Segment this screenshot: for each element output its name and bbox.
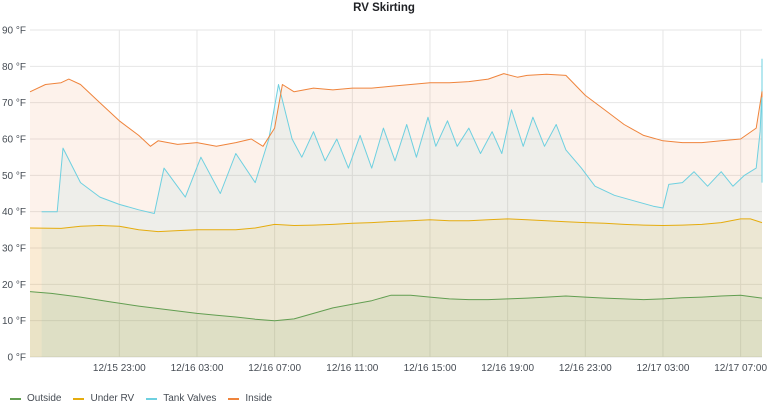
legend-label: Inside (245, 393, 273, 404)
legend-label: Tank Valves (163, 393, 217, 404)
y-tick-label: 80 °F (2, 62, 26, 73)
legend-swatch (10, 397, 21, 400)
series-line-inside (29, 73, 763, 147)
series-area-outside (30, 291, 762, 357)
x-tick-label: 12/17 07:00 (714, 363, 767, 374)
y-tick-label: 30 °F (2, 244, 26, 255)
chart-legend: Outside Under RV Tank Valves Inside (10, 393, 272, 404)
legend-swatch (228, 397, 240, 400)
legend-item-outside[interactable]: Outside (10, 393, 61, 404)
x-tick-label: 12/16 19:00 (481, 363, 534, 374)
x-tick-label: 12/16 03:00 (171, 363, 224, 374)
series-area-tank-valves (41, 59, 763, 357)
x-tick-label: 12/17 03:00 (637, 363, 690, 374)
series-line-tank-valves (41, 58, 763, 214)
y-tick-label: 60 °F (2, 135, 26, 146)
y-tick-label: 0 °F (8, 353, 26, 364)
series-line-under-rv (29, 218, 763, 233)
x-tick-label: 12/16 11:00 (326, 363, 379, 374)
legend-item-inside[interactable]: Inside (228, 393, 272, 404)
x-tick-label: 12/15 23:00 (93, 363, 146, 374)
y-tick-label: 40 °F (2, 207, 26, 218)
legend-label: Outside (27, 393, 62, 404)
legend-swatch (73, 397, 85, 400)
legend-item-under-rv[interactable]: Under RV (73, 393, 134, 404)
y-tick-label: 20 °F (2, 280, 26, 291)
legend-swatch (146, 397, 158, 400)
y-tick-label: 10 °F (2, 316, 26, 327)
series-area-inside (30, 73, 762, 357)
x-tick-label: 12/16 15:00 (404, 363, 457, 374)
x-tick-label: 12/16 23:00 (559, 363, 612, 374)
y-tick-label: 50 °F (2, 171, 26, 182)
series-area-under-rv (30, 218, 762, 357)
series-line-outside (29, 291, 763, 322)
y-tick-label: 90 °F (2, 26, 26, 37)
legend-label: Under RV (90, 393, 135, 404)
legend-item-tank-valves[interactable]: Tank Valves (146, 393, 216, 404)
y-tick-label: 70 °F (2, 98, 26, 109)
x-tick-label: 12/16 07:00 (248, 363, 301, 374)
chart-title: RV Skirting (353, 2, 415, 14)
